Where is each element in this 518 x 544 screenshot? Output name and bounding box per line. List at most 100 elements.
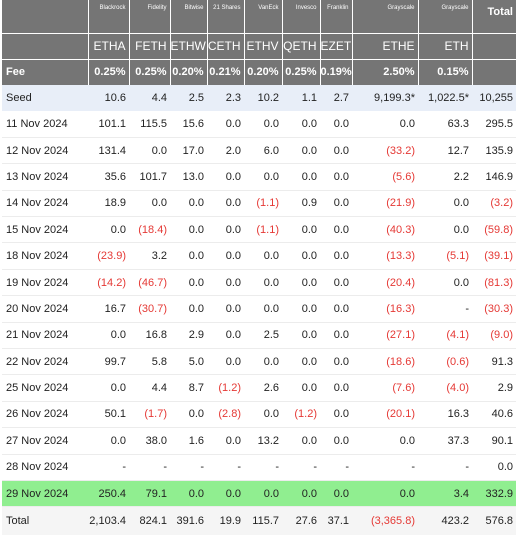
flow-cell: 2,103.4: [88, 506, 129, 535]
row-total-cell: (30.3): [472, 295, 516, 323]
flow-cell: 2.9: [170, 322, 207, 350]
row-total-cell: (81.3): [472, 269, 516, 297]
flow-cell: 0.0: [352, 480, 418, 508]
flow-cell: 0.0: [207, 216, 244, 244]
flow-cell: 1,022.5*: [418, 85, 472, 111]
flow-cell: 15.6: [170, 111, 207, 138]
flow-cell: 0.0: [282, 295, 320, 323]
row-label: 11 Nov 2024: [2, 111, 88, 138]
row-label: 18 Nov 2024: [2, 242, 88, 270]
fee-cell: 0.21%: [207, 58, 245, 85]
flow-cell: 0.0: [282, 242, 320, 270]
total-header: Total: [472, 0, 516, 33]
flow-cell: (20.1): [352, 401, 418, 429]
row-total-cell: 146.9: [472, 163, 516, 191]
flow-cell: 0.0: [207, 242, 244, 270]
etf-flows-table: Blackrock Fidelity Bitwise 21 Shares Van…: [2, 0, 516, 535]
flow-cell: 0.0: [320, 269, 352, 297]
flow-cell: 0.0: [320, 427, 352, 455]
flow-cell: 9,199.3*: [352, 85, 418, 111]
issuer-cell: Grayscale: [418, 0, 473, 33]
row-label: 19 Nov 2024: [2, 269, 88, 297]
ticker-cell: CETH: [207, 32, 245, 59]
flow-cell: 0.0: [282, 374, 320, 402]
flow-cell: 0.0: [170, 190, 207, 218]
flow-cell: 824.1: [129, 506, 170, 535]
flow-cell: (14.2): [88, 269, 129, 297]
flow-cell: 0.0: [320, 137, 352, 165]
ticker-cell: QETH: [282, 32, 321, 59]
flow-cell: (20.4): [352, 269, 418, 297]
ticker-cell: ETHE: [352, 32, 419, 59]
flow-cell: (13.3): [352, 242, 418, 270]
flow-cell: (16.3): [352, 295, 418, 323]
table-row: 20 Nov 2024 16.7 (30.7) 0.0 0.0 0.0 0.0 0.0 (16.…: [2, 295, 516, 323]
table-row: 21 Nov 2024 0.0 16.8 2.9 0.0 2.5 0.0 0.0 (27.1)(…: [2, 322, 516, 350]
flow-cell: 0.0: [244, 163, 282, 191]
flow-cell: 63.3: [418, 111, 472, 138]
row-total-cell: 332.9: [472, 480, 516, 508]
flow-cell: (21.9): [352, 190, 418, 218]
flow-cell: 0.0: [207, 322, 244, 350]
flow-cell: (46.7): [129, 269, 170, 297]
flow-cell: 50.1: [88, 401, 129, 429]
flow-cell: 423.2: [418, 506, 472, 535]
flow-cell: (4.0): [418, 374, 472, 402]
flow-cell: 13.0: [170, 163, 207, 191]
flow-cell: 0.0: [207, 348, 244, 376]
row-label: 29 Nov 2024: [2, 480, 88, 508]
issuer-cell: Grayscale: [352, 0, 419, 33]
flow-cell: 4.4: [129, 374, 170, 402]
row-total-cell: 91.3: [472, 348, 516, 376]
flow-cell: 0.0: [207, 295, 244, 323]
flow-cell: 0.0: [320, 480, 352, 508]
flow-cell: 101.7: [129, 163, 170, 191]
flow-cell: -: [282, 454, 320, 481]
flow-cell: 0.0: [320, 295, 352, 323]
flow-cell: 8.7: [170, 374, 207, 402]
flow-cell: (40.3): [352, 216, 418, 244]
table-row: 15 Nov 2024 0.0 (18.4) 0.0 0.0 (1.1) 0.0 0.0 (40…: [2, 216, 516, 244]
ticker-cell: FETH: [129, 32, 171, 59]
table-row: 14 Nov 2024 18.9 0.0 0.0 0.0 (1.1) 0.9 0.0 (21.9…: [2, 190, 516, 218]
ticker-cell: ETHV: [244, 32, 283, 59]
flow-cell: 250.4: [88, 480, 129, 508]
row-label: Total: [2, 506, 88, 535]
flow-cell: 2.3: [207, 85, 244, 111]
flow-cell: 0.0: [88, 322, 129, 350]
flow-cell: 0.0: [320, 216, 352, 244]
row-label: 28 Nov 2024: [2, 454, 88, 481]
flow-cell: (4.1): [418, 322, 472, 350]
flow-cell: (30.7): [129, 295, 170, 323]
row-total-cell: (39.1): [472, 242, 516, 270]
flow-cell: 0.0: [282, 269, 320, 297]
flow-cell: 38.0: [129, 427, 170, 455]
flow-cell: 0.0: [88, 216, 129, 244]
fee-total-cell: [472, 58, 516, 85]
flow-cell: 0.0: [244, 348, 282, 376]
row-total-cell: 576.8: [472, 506, 516, 535]
row-label: 25 Nov 2024: [2, 374, 88, 402]
flow-cell: -: [418, 295, 472, 323]
flow-cell: 391.6: [170, 506, 207, 535]
flow-cell: 0.0: [129, 190, 170, 218]
flow-cell: (33.2): [352, 137, 418, 165]
flow-cell: 1.6: [170, 427, 207, 455]
flow-cell: 0.0: [244, 295, 282, 323]
flow-cell: 10.2: [244, 85, 282, 111]
flow-cell: 0.0: [282, 137, 320, 165]
flow-cell: 0.0: [88, 374, 129, 402]
flow-cell: 0.0: [282, 111, 320, 138]
flow-cell: 5.8: [129, 348, 170, 376]
row-total-cell: 40.6: [472, 401, 516, 429]
flow-cell: 4.4: [129, 85, 170, 111]
table-row: 12 Nov 2024 131.4 0.0 17.0 2.0 6.0 0.0 0.0 (33.2…: [2, 137, 516, 165]
flow-cell: 99.7: [88, 348, 129, 376]
flow-cell: (1.2): [282, 401, 320, 429]
fee-cell: 0.19%: [320, 58, 353, 85]
flow-cell: 0.0: [320, 401, 352, 429]
flow-cell: 16.3: [418, 401, 472, 429]
ticker-total-cell: [472, 32, 516, 59]
flow-cell: -: [207, 454, 244, 481]
fee-cell: 0.25%: [282, 58, 321, 85]
